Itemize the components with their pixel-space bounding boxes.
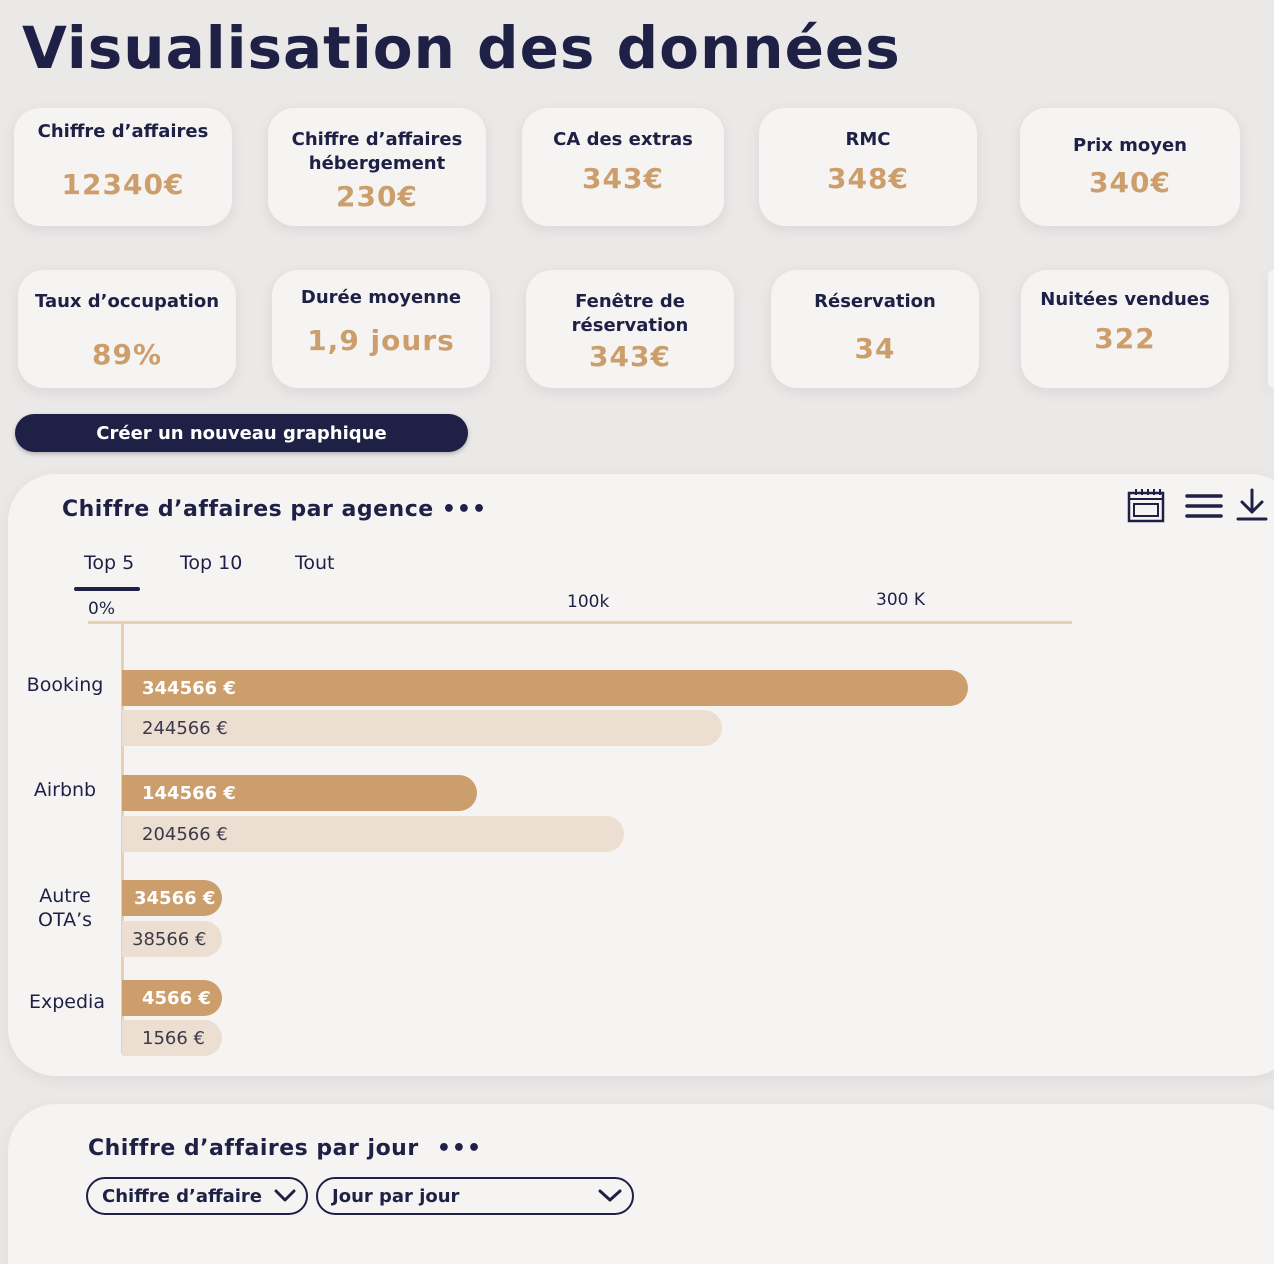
download-icon[interactable] bbox=[1236, 488, 1268, 522]
kpi-card-duree-moyenne[interactable]: Durée moyenne 1,9 jours bbox=[272, 270, 490, 388]
bar-airbnb-secondary[interactable]: 204566 € bbox=[122, 816, 624, 852]
bar-value-label: 38566 € bbox=[132, 928, 207, 950]
kpi-label: Prix moyen bbox=[1073, 135, 1187, 156]
kpi-value: 12340€ bbox=[61, 168, 185, 201]
x-tick-label: 0% bbox=[88, 599, 115, 619]
bar-value-label: 344566 € bbox=[142, 677, 236, 699]
bar-autre-otas-secondary[interactable]: 38566 € bbox=[122, 921, 222, 957]
kpi-label: CA des extras bbox=[553, 129, 693, 150]
more-options-icon[interactable]: ••• bbox=[436, 1136, 483, 1161]
kpi-value: 322 bbox=[1094, 322, 1156, 355]
bar-value-label: 204566 € bbox=[142, 823, 228, 845]
menu-icon[interactable] bbox=[1185, 492, 1223, 520]
page-title: Visualisation des données bbox=[22, 14, 901, 82]
kpi-card-taux-occupation[interactable]: Taux d’occupation 89% bbox=[18, 270, 236, 388]
metric-select[interactable]: Chiffre d’affaire bbox=[86, 1177, 308, 1215]
kpi-label: RMC bbox=[845, 129, 891, 150]
kpi-card-nuitees-vendues[interactable]: Nuitées vendues 322 bbox=[1021, 270, 1229, 388]
period-select[interactable]: Jour par jour bbox=[316, 1177, 634, 1215]
kpi-card-partial[interactable] bbox=[1268, 270, 1274, 388]
tab-tout[interactable]: Tout bbox=[295, 552, 335, 574]
bar-airbnb-primary[interactable]: 144566 € bbox=[122, 775, 477, 811]
bar-expedia-primary[interactable]: 4566 € bbox=[122, 980, 222, 1016]
bar-expedia-secondary[interactable]: 1566 € bbox=[122, 1020, 222, 1056]
bar-value-label: 34566 € bbox=[134, 887, 216, 909]
kpi-card-chiffre-affaires-hebergement[interactable]: Chiffre d’affaires hébergement 230€ bbox=[268, 108, 486, 226]
period-select-value: Jour par jour bbox=[332, 1185, 460, 1207]
kpi-card-reservation[interactable]: Réservation 34 bbox=[771, 270, 979, 388]
x-tick-label: 300 K bbox=[876, 590, 925, 610]
kpi-label: Nuitées vendues bbox=[1040, 289, 1210, 310]
category-label-airbnb: Airbnb bbox=[33, 779, 97, 801]
kpi-value: 348€ bbox=[827, 162, 909, 195]
kpi-value: 1,9 jours bbox=[307, 324, 455, 357]
kpi-label: Réservation bbox=[814, 291, 936, 312]
chevron-down-icon bbox=[274, 1189, 296, 1202]
bar-booking-primary[interactable]: 344566 € bbox=[122, 670, 968, 706]
x-axis-line bbox=[88, 621, 1072, 624]
kpi-card-chiffre-affaires[interactable]: Chiffre d’affaires 12340€ bbox=[14, 108, 232, 226]
create-chart-button[interactable]: Créer un nouveau graphique bbox=[15, 414, 468, 452]
bar-autre-otas-primary[interactable]: 34566 € bbox=[122, 880, 222, 916]
bar-value-label: 244566 € bbox=[142, 717, 228, 739]
kpi-value: 89% bbox=[91, 338, 163, 371]
agency-chart-title-text: Chiffre d’affaires par agence bbox=[62, 497, 434, 522]
bar-value-label: 1566 € bbox=[142, 1027, 205, 1049]
kpi-value: 343€ bbox=[589, 340, 671, 373]
category-label-expedia: Expedia bbox=[29, 991, 105, 1013]
kpi-label: Taux d’occupation bbox=[34, 291, 220, 312]
kpi-value: 230€ bbox=[336, 180, 418, 213]
tab-top-10[interactable]: Top 10 bbox=[180, 552, 243, 574]
x-tick-label: 100k bbox=[567, 592, 610, 612]
more-options-icon[interactable]: ••• bbox=[441, 497, 488, 522]
metric-select-value: Chiffre d’affaire bbox=[102, 1185, 262, 1207]
kpi-label: Fenêtre de réservation bbox=[571, 291, 689, 336]
active-tab-indicator bbox=[74, 587, 140, 591]
tab-top-5[interactable]: Top 5 bbox=[84, 552, 135, 574]
kpi-label: Chiffre d’affaires hébergement bbox=[291, 129, 463, 174]
kpi-card-ca-extras[interactable]: CA des extras 343€ bbox=[522, 108, 724, 226]
category-label-booking: Booking bbox=[26, 674, 104, 696]
kpi-card-fenetre-reservation[interactable]: Fenêtre de réservation 343€ bbox=[526, 270, 734, 388]
agency-chart-title: Chiffre d’affaires par agence ••• bbox=[62, 497, 487, 522]
bar-value-label: 4566 € bbox=[142, 987, 211, 1009]
kpi-label: Durée moyenne bbox=[300, 287, 462, 308]
daily-chart-title-text: Chiffre d’affaires par jour bbox=[88, 1136, 419, 1161]
bar-value-label: 144566 € bbox=[142, 782, 236, 804]
daily-chart-title: Chiffre d’affaires par jour ••• bbox=[88, 1136, 482, 1161]
kpi-value: 340€ bbox=[1089, 166, 1171, 199]
kpi-label: Chiffre d’affaires bbox=[37, 121, 209, 142]
kpi-value: 343€ bbox=[582, 162, 664, 195]
calendar-icon[interactable] bbox=[1127, 487, 1165, 523]
kpi-card-prix-moyen[interactable]: Prix moyen 340€ bbox=[1020, 108, 1240, 226]
chevron-down-icon bbox=[598, 1189, 622, 1202]
kpi-value: 34 bbox=[854, 332, 896, 365]
bar-booking-secondary[interactable]: 244566 € bbox=[122, 710, 722, 746]
kpi-card-rmc[interactable]: RMC 348€ bbox=[759, 108, 977, 226]
category-label-autre-otas: Autre OTA’s bbox=[37, 885, 93, 931]
